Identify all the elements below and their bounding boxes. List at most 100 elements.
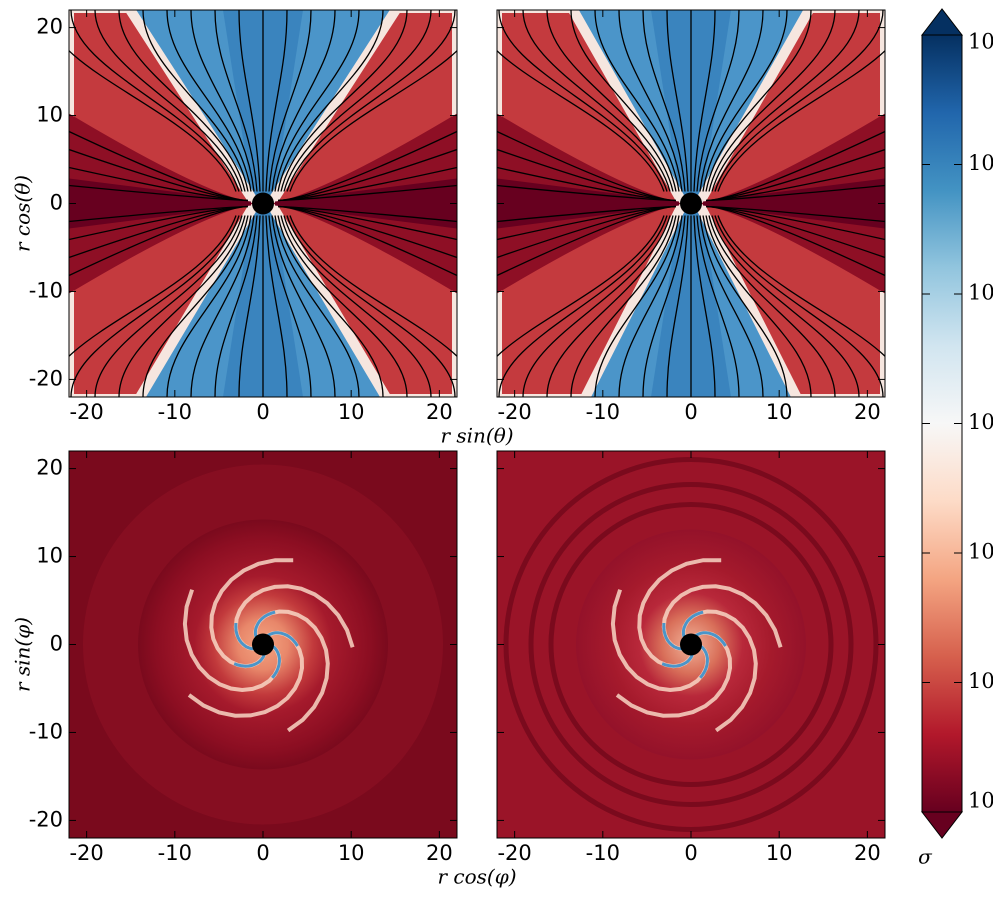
x-tick-label: 20: [854, 841, 881, 865]
streamline: [714, 215, 884, 397]
y-tick-label: 0: [50, 632, 63, 656]
colorbar-label: σ: [918, 845, 933, 869]
streamline: [70, 215, 240, 397]
streamline: [286, 215, 456, 397]
streamline: [277, 215, 384, 397]
streamline: [642, 10, 686, 192]
streamline: [618, 215, 683, 397]
x-tick-label: -20: [497, 400, 531, 424]
streamline: [283, 10, 432, 192]
y-tick-label: -10: [29, 719, 63, 743]
central-object: [252, 192, 274, 215]
x-tick-label: -10: [158, 841, 192, 865]
heatmap-region: [703, 178, 885, 229]
y-axis-label: r sin(φ): [11, 617, 35, 692]
streamline: [696, 215, 740, 397]
streamline: [69, 205, 249, 277]
y-tick-label: 10: [36, 544, 63, 568]
colorbar-tick-label: 10⁻¹: [968, 540, 993, 564]
streamline: [280, 215, 408, 397]
streamline: [94, 215, 243, 397]
streamline: [708, 10, 836, 192]
colorbar-extend-max: [920, 8, 964, 36]
streamline: [277, 10, 384, 192]
streamline: [268, 215, 312, 397]
streamline: [190, 215, 255, 397]
streamline: [666, 215, 689, 397]
heatmap-panel: [497, 10, 885, 397]
x-tick-label: -20: [69, 841, 103, 865]
streamline: [498, 10, 668, 192]
y-tick-label: 10: [36, 103, 63, 127]
x-tick-label: -10: [158, 400, 192, 424]
y-tick-label: -10: [29, 278, 63, 302]
y-axis-label: r cos(θ): [11, 175, 35, 252]
streamline: [705, 130, 885, 202]
colorbar-tick-label: 10¹: [968, 281, 993, 305]
streamline: [702, 10, 788, 192]
streamline: [594, 215, 680, 397]
x-tick-label: -10: [586, 841, 620, 865]
x-axis-label: r cos(φ): [437, 865, 516, 889]
y-tick-label: -20: [29, 807, 63, 831]
x-tick-label: 20: [426, 400, 453, 424]
streamline: [594, 10, 680, 192]
colorbar-extend-min: [920, 811, 964, 839]
y-tick-label: 20: [36, 15, 63, 39]
streamline: [498, 215, 668, 397]
streamline: [69, 215, 237, 358]
streamline: [274, 215, 360, 397]
heatmap-panel: [497, 451, 885, 838]
streamline: [696, 10, 740, 192]
streamline: [546, 215, 674, 397]
streamline: [699, 215, 764, 397]
streamline: [717, 215, 885, 358]
colorbar-tick-label: 10⁻³: [968, 789, 993, 813]
streamline: [699, 10, 764, 192]
streamline: [714, 10, 884, 192]
heatmap-panel: [69, 10, 457, 397]
x-tick-label: -10: [586, 400, 620, 424]
streamline: [274, 10, 360, 192]
x-tick-label: 0: [256, 400, 269, 424]
streamline: [711, 10, 860, 192]
streamline: [277, 130, 457, 202]
streamline: [286, 10, 456, 192]
y-tick-label: -20: [29, 366, 63, 390]
streamline: [214, 10, 258, 192]
x-tick-label: -20: [69, 400, 103, 424]
streamline: [705, 10, 812, 192]
streamline: [142, 10, 249, 192]
x-tick-label: 20: [426, 841, 453, 865]
central-object: [680, 192, 702, 215]
streamline: [277, 205, 457, 277]
heatmap-ring: [503, 457, 879, 832]
streamline: [238, 10, 261, 192]
colorbar-tick-label: 10²: [968, 151, 993, 175]
colorbar-tick-label: 10³: [968, 30, 993, 54]
streamline: [570, 10, 677, 192]
streamline: [705, 215, 812, 397]
streamline: [69, 49, 237, 192]
heatmap-panel: [69, 451, 457, 838]
streamline: [265, 10, 288, 192]
streamline: [70, 10, 240, 192]
heatmap-region: [275, 178, 457, 229]
heatmap-ring: [548, 502, 834, 787]
heatmap-region: [69, 178, 251, 229]
streamline: [190, 10, 255, 192]
streamline: [546, 10, 674, 192]
streamline: [289, 49, 457, 192]
x-tick-label: 0: [256, 841, 269, 865]
streamline: [280, 10, 408, 192]
streamline: [166, 10, 252, 192]
streamline: [705, 205, 885, 277]
streamline: [570, 215, 677, 397]
streamline: [497, 205, 677, 277]
streamline: [268, 10, 312, 192]
streamline: [166, 215, 252, 397]
streamline: [618, 10, 683, 192]
colorbar-tick-label: 10⁰: [968, 410, 993, 434]
streamline: [702, 215, 788, 397]
